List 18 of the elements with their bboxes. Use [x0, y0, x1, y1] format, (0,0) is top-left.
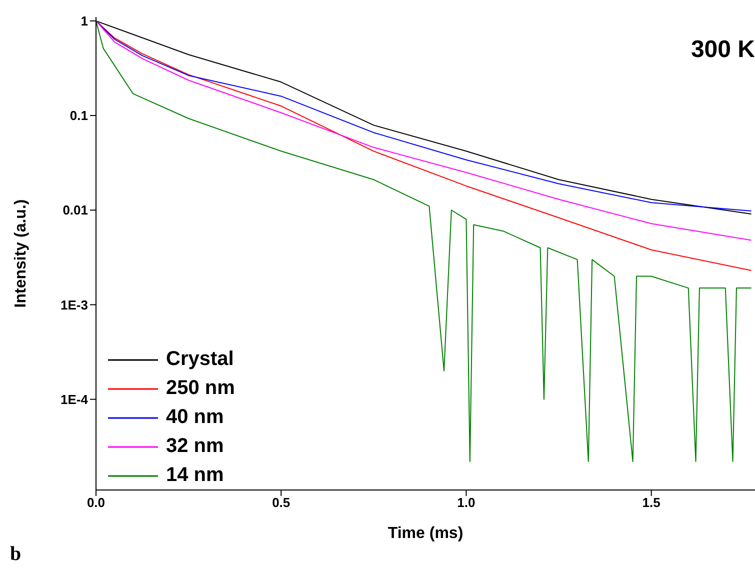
legend-label: 250 nm [166, 377, 235, 400]
annotation: 300 K [690, 36, 755, 64]
x-tick-label: 1.0 [457, 495, 476, 510]
y-tick-label: 1E-3 [60, 297, 88, 312]
legend-label: Crystal [166, 348, 234, 371]
legend-label: 40 nm [166, 406, 224, 429]
y-tick-label: 1 [80, 14, 88, 29]
y-tick-label: 1E-4 [60, 392, 89, 407]
text: b [10, 543, 22, 566]
x-axis-title: Time (ms) [388, 525, 464, 542]
y-tick-label: 0.1 [70, 108, 88, 124]
x-tick-label: 1.5 [642, 495, 660, 510]
x-tick-label: 0.5 [272, 495, 290, 510]
legend-label: 32 nm [166, 435, 224, 458]
x-tick-label: 0.0 [86, 495, 106, 510]
y-axis-title: Intensity (a.u.) [12, 199, 30, 308]
y-tick-label: 0.01 [62, 202, 88, 218]
legend-label: 14 nm [166, 464, 224, 487]
